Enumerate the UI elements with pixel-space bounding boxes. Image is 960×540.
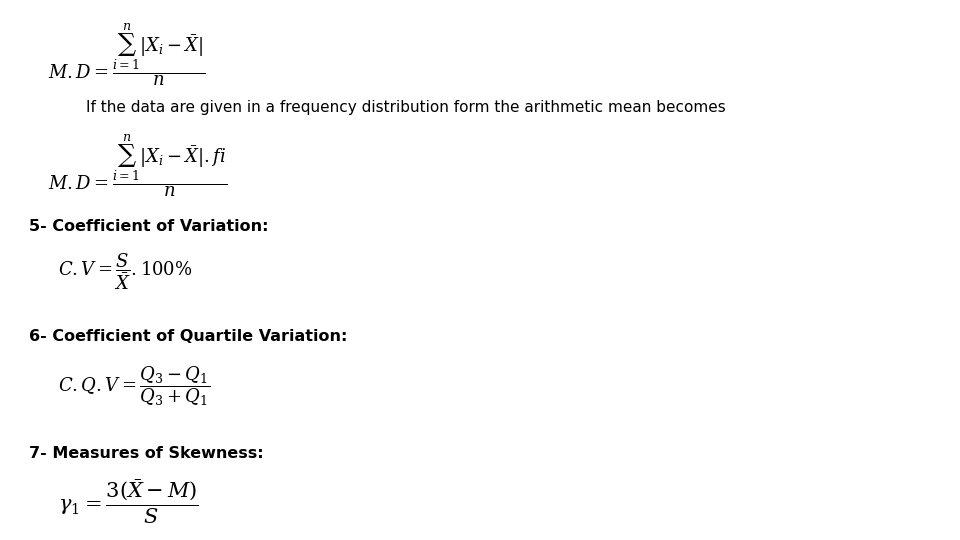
Text: 7- Measures of Skewness:: 7- Measures of Skewness:: [29, 446, 263, 461]
Text: $\gamma_1 = \dfrac{3(\bar{X} - M)}{S}$: $\gamma_1 = \dfrac{3(\bar{X} - M)}{S}$: [58, 478, 199, 526]
Text: $C.V = \dfrac{S}{\bar{X}}.100\%$: $C.V = \dfrac{S}{\bar{X}}.100\%$: [58, 251, 192, 292]
Text: 6- Coefficient of Quartile Variation:: 6- Coefficient of Quartile Variation:: [29, 329, 348, 345]
Text: 5- Coefficient of Variation:: 5- Coefficient of Variation:: [29, 219, 268, 234]
Text: If the data are given in a frequency distribution form the arithmetic mean becom: If the data are given in a frequency dis…: [86, 100, 726, 115]
Text: $M.D = \dfrac{\sum_{i=1}^{n}|X_i - \bar{X}|.fi}{n}$: $M.D = \dfrac{\sum_{i=1}^{n}|X_i - \bar{…: [48, 132, 228, 199]
Text: $M.D = \dfrac{\sum_{i=1}^{n}|X_i - \bar{X}|}{n}$: $M.D = \dfrac{\sum_{i=1}^{n}|X_i - \bar{…: [48, 22, 205, 88]
Text: $C.Q.V = \dfrac{Q_3 - Q_1}{Q_3 + Q_1}$: $C.Q.V = \dfrac{Q_3 - Q_1}{Q_3 + Q_1}$: [58, 364, 210, 408]
